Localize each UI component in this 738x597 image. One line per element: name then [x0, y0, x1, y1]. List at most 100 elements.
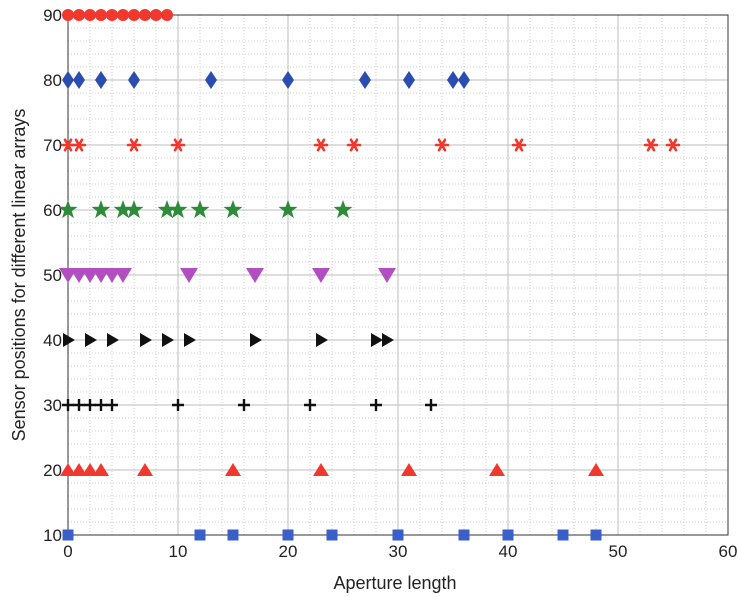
data-point-square [557, 529, 569, 541]
data-point-triangle-right [162, 333, 174, 347]
x-tick-label: 60 [719, 542, 738, 561]
y-tick-label: 70 [43, 136, 62, 155]
data-point-triangle-down [312, 268, 330, 283]
data-point-star [58, 200, 78, 219]
data-point-triangle-down [114, 268, 132, 283]
data-point-triangle-up [93, 463, 109, 476]
data-point-star [223, 200, 243, 219]
y-tick-label: 40 [43, 331, 62, 350]
data-point-circle [84, 9, 96, 21]
data-point-square [194, 529, 206, 541]
data-points [58, 9, 681, 541]
data-point-diamond [403, 71, 415, 89]
data-point-triangle-down [246, 268, 264, 283]
data-point-plus [95, 399, 107, 411]
data-point-triangle-down [180, 268, 198, 283]
data-point-circle [62, 9, 74, 21]
data-point-diamond [128, 71, 140, 89]
data-point-star [113, 200, 133, 219]
grid [67, 14, 729, 536]
data-point-square [392, 529, 404, 541]
data-point-square [326, 529, 338, 541]
data-point-triangle-right [382, 333, 394, 347]
data-point-triangle-right [85, 333, 97, 347]
data-point-triangle-right [63, 333, 75, 347]
y-tick-label: 90 [43, 6, 62, 25]
data-point-plus [370, 399, 382, 411]
y-tick-label: 30 [43, 396, 62, 415]
data-point-triangle-up [82, 463, 98, 476]
data-point-square [458, 529, 470, 541]
data-point-plus [238, 399, 250, 411]
data-point-star [278, 200, 298, 219]
y-axis-label: Sensor positions for different linear ar… [9, 109, 29, 442]
data-point-circle [95, 9, 107, 21]
data-point-plus [84, 399, 96, 411]
data-point-diamond [73, 71, 85, 89]
data-point-square [227, 529, 239, 541]
data-point-plus [304, 399, 316, 411]
data-point-triangle-up [401, 463, 417, 476]
data-point-triangle-right [316, 333, 328, 347]
data-point-circle [161, 9, 173, 21]
data-point-triangle-right [107, 333, 119, 347]
data-point-circle [128, 9, 140, 21]
data-point-diamond [62, 71, 74, 89]
x-axis-label: Aperture length [333, 573, 456, 593]
y-tick-label: 50 [43, 266, 62, 285]
data-point-circle [117, 9, 129, 21]
x-tick-label: 40 [499, 542, 518, 561]
data-point-asterisk [346, 138, 362, 152]
data-point-square [62, 529, 74, 541]
data-point-diamond [95, 71, 107, 89]
data-point-plus [425, 399, 437, 411]
data-point-square [282, 529, 294, 541]
data-point-star [168, 200, 188, 219]
data-point-triangle-right [250, 333, 262, 347]
data-point-plus [73, 399, 85, 411]
data-point-triangle-up [225, 463, 241, 476]
y-tick-label: 10 [43, 526, 62, 545]
y-tick-label: 80 [43, 71, 62, 90]
data-point-asterisk [434, 138, 450, 152]
data-point-star [124, 200, 144, 219]
data-point-triangle-right [140, 333, 152, 347]
data-point-triangle-right [184, 333, 196, 347]
data-point-triangle-up [489, 463, 505, 476]
data-point-asterisk [126, 138, 142, 152]
data-point-triangle-right [371, 333, 383, 347]
data-point-circle [106, 9, 118, 21]
y-tick-label: 60 [43, 201, 62, 220]
data-point-asterisk [60, 138, 76, 152]
data-point-asterisk [71, 138, 87, 152]
data-point-asterisk [170, 138, 186, 152]
data-point-plus [172, 399, 184, 411]
data-point-diamond [282, 71, 294, 89]
x-tick-label: 0 [63, 542, 72, 561]
data-point-diamond [447, 71, 459, 89]
x-tick-label: 10 [169, 542, 188, 561]
data-point-triangle-down [378, 268, 396, 283]
y-tick-label: 20 [43, 461, 62, 480]
data-point-diamond [359, 71, 371, 89]
data-point-star [333, 200, 353, 219]
data-point-diamond [458, 71, 470, 89]
data-point-diamond [205, 71, 217, 89]
data-point-star [91, 200, 111, 219]
data-point-triangle-up [313, 463, 329, 476]
x-tick-label: 30 [389, 542, 408, 561]
data-point-square [590, 529, 602, 541]
data-point-plus [62, 399, 74, 411]
data-point-square [502, 529, 514, 541]
data-point-asterisk [643, 138, 659, 152]
data-point-star [157, 200, 177, 219]
data-point-asterisk [313, 138, 329, 152]
data-point-circle [150, 9, 162, 21]
data-point-asterisk [665, 138, 681, 152]
data-point-triangle-up [71, 463, 87, 476]
data-point-circle [73, 9, 85, 21]
data-point-plus [106, 399, 118, 411]
x-tick-label: 50 [609, 542, 628, 561]
